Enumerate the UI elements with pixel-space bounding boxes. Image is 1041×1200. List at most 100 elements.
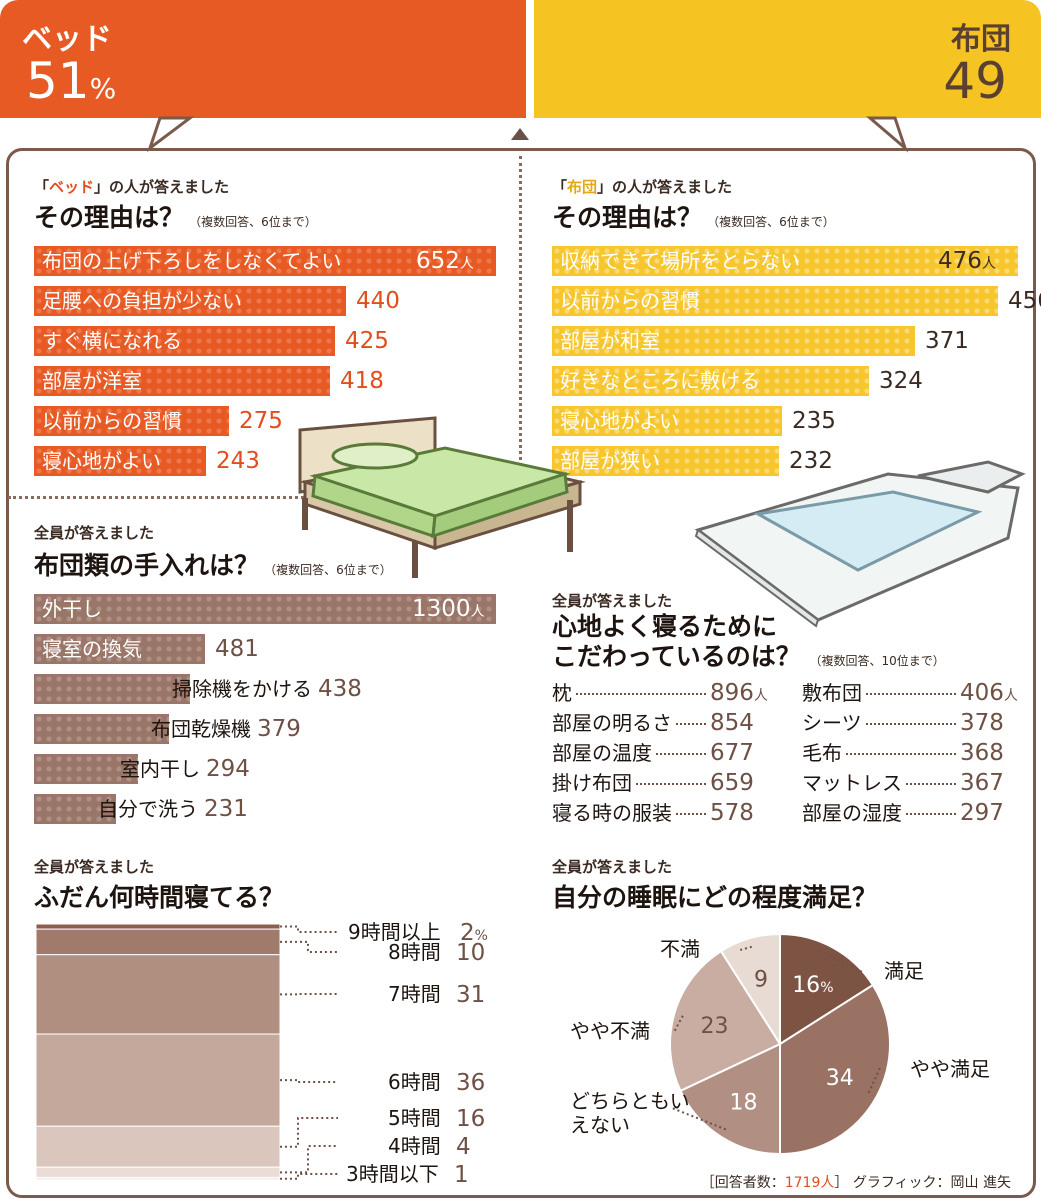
center-marker (511, 128, 529, 140)
care-bar-3 (34, 714, 169, 744)
hours-value-6: 1 (454, 1162, 469, 1188)
care-note: （複数回答、6位まで） (264, 563, 392, 577)
pie-slice-0 (779, 932, 875, 1046)
bed-share-unit: % (89, 72, 117, 105)
footer-credit: ［回答者数：1719人］ グラフィック：岡山 進矢 (701, 1172, 1011, 1192)
pie-value-1: 34 (826, 1066, 854, 1091)
satisfaction-title: 自分の睡眠にどの程度満足？ (552, 883, 878, 912)
bar-label-1: 足腰への負担が少ない (42, 289, 242, 313)
hours-subtitle: 全員が答えました (34, 856, 154, 877)
bed-share-banner: ベッド 51% (0, 0, 526, 118)
bar-label-4: 以前からの習慣 (42, 409, 182, 433)
bar-value-5: 243 (216, 448, 260, 474)
comfort-value-0: 896人 (710, 680, 768, 706)
bar-value-5: 232 (789, 448, 833, 474)
hours-label-4: 5時間 (388, 1106, 441, 1130)
care-subtitle: 全員が答えました (34, 522, 154, 543)
comfort-leader-4 (676, 813, 706, 815)
comfort-note: （複数回答、10位まで） (809, 654, 945, 668)
hours-leader-5 (280, 1145, 338, 1174)
hours-segment-1 (35, 928, 281, 956)
hours-unit: % (475, 928, 488, 944)
futon-sub-key: 布団 (567, 178, 598, 196)
pie-label-line2: えない (570, 1113, 630, 1137)
bar-4 (34, 406, 229, 436)
bed-illustration (298, 416, 586, 578)
bar-unit: 人 (981, 256, 996, 272)
comfort-unit: 人 (753, 688, 768, 704)
comfort-leader-3 (636, 783, 706, 785)
care-unit: 人 (470, 604, 485, 620)
footer-respondents: 1719人 (784, 1175, 835, 1191)
care-bar-0 (34, 594, 496, 624)
futon-reasons-title: その理由は？ (552, 203, 703, 232)
satisfaction-subtitle: 全員が答えました (552, 856, 672, 877)
bar-label-5: 部屋が狭い (560, 449, 660, 473)
comfort-label-9: 部屋の湿度 (802, 801, 902, 825)
satisfaction-sub-key: 全員 (552, 858, 583, 876)
futon-reasons-subtitle: 「布団」の人が答えました (552, 176, 732, 197)
bar-value-0: 476人 (938, 248, 996, 274)
pie-slice-1 (779, 983, 891, 1156)
hours-segment-0 (35, 923, 281, 930)
bar-value-3: 418 (340, 368, 384, 394)
care-label-4: 室内干し (120, 757, 200, 781)
care-label-1: 寝室の換気 (42, 637, 142, 661)
bed-sub-key: ベッド (49, 178, 95, 196)
comfort-value-7: 368 (960, 740, 1004, 766)
bar-2 (552, 326, 915, 356)
futon-illustration (694, 460, 1026, 628)
bar-value-0: 652人 (416, 248, 474, 274)
bar-1 (34, 286, 346, 316)
comfort-value-3: 659 (710, 770, 754, 796)
bar-label-3: 部屋が洋室 (42, 369, 142, 393)
pie-slice-4 (719, 932, 781, 1048)
hours-value-1: 10 (456, 940, 485, 966)
comfort-label-5: 敷布団 (802, 681, 862, 705)
pie-label-4: 不満 (660, 937, 700, 961)
bed-label: ベッド (22, 22, 112, 57)
comfort-label-1: 部屋の明るさ (552, 711, 672, 735)
bar-5 (552, 446, 779, 476)
bar-unit: 人 (459, 256, 474, 272)
care-value-1: 481 (215, 636, 259, 662)
care-bar-2 (34, 674, 190, 704)
hours-leader-1 (280, 940, 338, 953)
bed-share-number: 51 (26, 52, 90, 110)
pie-slice-2 (679, 1042, 781, 1156)
care-label-5: 自分で洗う (98, 797, 198, 821)
pie-label-1: やや満足 (910, 1057, 990, 1081)
futon-reasons-note: （複数回答、6位まで） (707, 215, 835, 229)
bed-reasons-heading: その理由は？ （複数回答、6位まで） (34, 198, 317, 234)
comfort-leader-7 (846, 753, 956, 755)
hours-value-3: 36 (456, 1070, 485, 1096)
hours-leader-0 (280, 925, 338, 933)
pie-value-3: 23 (701, 1014, 729, 1039)
care-value-5: 231 (204, 796, 248, 822)
bar-label-5: 寝心地がよい (42, 449, 161, 473)
hours-value-2: 31 (456, 982, 485, 1008)
hours-segment-5 (35, 1166, 281, 1178)
comfort-value-6: 378 (960, 710, 1004, 736)
hours-leader-3 (280, 1079, 338, 1083)
divider-horizontal (8, 496, 520, 499)
bar-label-2: すぐ横になれる (42, 329, 182, 353)
bed-reasons-chart: 布団の上げ下ろしをしなくてよい 652人 足腰への負担が少ない 440 すぐ横になれる 4… (34, 246, 514, 486)
futon-share-banner: 布団 49 (534, 0, 1041, 118)
bar-value-4: 275 (239, 408, 283, 434)
futon-sub-open: 「 (552, 178, 568, 196)
hours-segment-2 (35, 954, 281, 1035)
bed-sub-open: 「 (34, 178, 50, 196)
comfort-label-2: 部屋の温度 (552, 741, 652, 765)
comfort-sub-key: 全員 (552, 592, 583, 610)
care-heading: 布団類の手入れは？ （複数回答、6位まで） (34, 546, 392, 582)
care-sub-post: が答えました (64, 524, 155, 542)
care-value-0: 1300人 (412, 596, 485, 622)
comfort-leader-0 (576, 693, 706, 695)
bar-value-1: 440 (356, 288, 400, 314)
comfort-sub-post: が答えました (582, 592, 673, 610)
bar-value-2: 425 (345, 328, 389, 354)
comfort-leader-6 (866, 723, 956, 725)
bar-0 (34, 246, 496, 276)
